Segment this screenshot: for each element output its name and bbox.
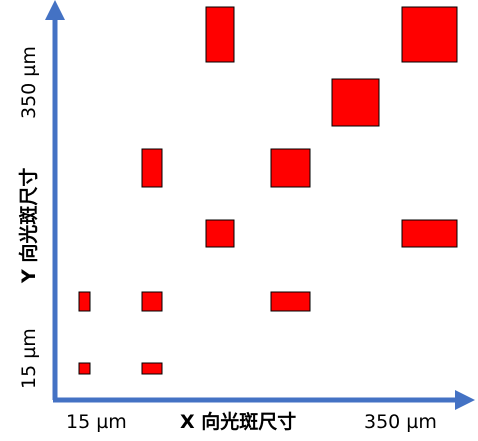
y-axis-title: Y 向光斑尺寸	[18, 167, 40, 283]
spot-5x-5y	[331, 78, 380, 127]
y-axis-min-label: 15 µm	[18, 328, 40, 389]
x-axis-min-label: 15 µm	[66, 411, 127, 433]
spot-4x-2y	[270, 291, 311, 312]
spot-3x-3y	[205, 219, 235, 248]
spot-350x-350y	[401, 6, 458, 63]
x-axis-max-label: 350 µm	[364, 411, 437, 433]
spot-15x-2y	[78, 291, 91, 312]
y-axis-max-label: 350 µm	[18, 46, 40, 119]
spot-2x-2y	[141, 291, 163, 312]
spot-15x-15y	[78, 362, 91, 375]
spot-350x-3y	[401, 219, 458, 248]
spots	[78, 6, 458, 375]
spot-2x-15y	[141, 362, 163, 375]
spot-4x-4y	[270, 148, 311, 188]
spot-3x-350y	[205, 6, 235, 63]
spot-2x-4y	[141, 148, 163, 188]
x-axis-title: X 向光斑尺寸	[180, 411, 297, 433]
